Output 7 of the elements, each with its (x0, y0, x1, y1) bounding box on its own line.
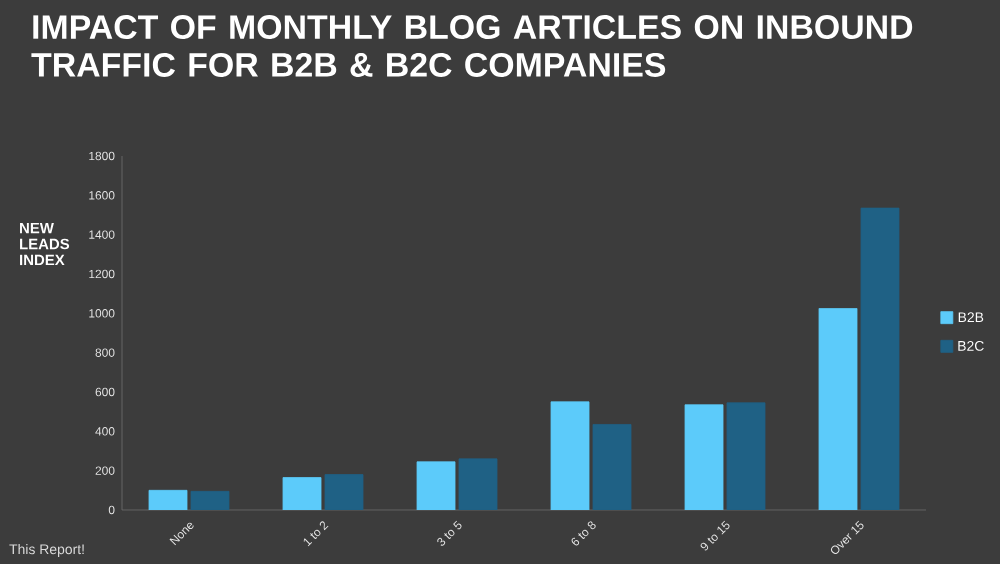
bar (818, 308, 858, 511)
bar (282, 477, 322, 511)
chart-title: IMPACT OF MONTHLY BLOG ARTICLES ON INBOUND TRAFFIC FOR B2B & B2C COMPANIES (31, 15, 913, 78)
bar (550, 401, 590, 511)
bar (416, 461, 456, 511)
bar (148, 490, 188, 511)
bar (684, 404, 724, 511)
